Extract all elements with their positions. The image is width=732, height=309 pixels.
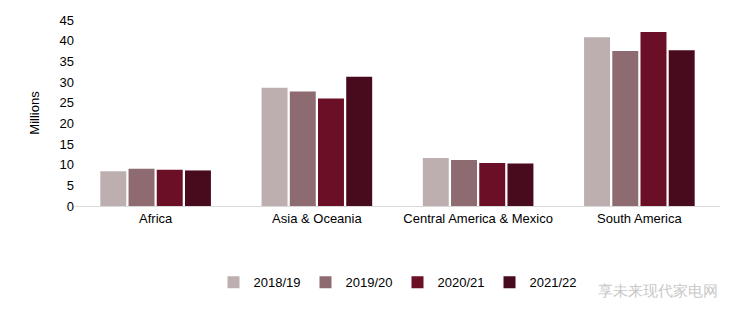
svg-text:10: 10 (60, 157, 74, 172)
svg-text:35: 35 (60, 54, 74, 69)
svg-text:2018/19: 2018/19 (254, 275, 301, 290)
svg-text:South America: South America (597, 211, 682, 226)
svg-text:Millions: Millions (27, 91, 42, 135)
svg-text:5: 5 (67, 178, 74, 193)
svg-text:2020/21: 2020/21 (438, 275, 485, 290)
svg-text:40: 40 (60, 33, 74, 48)
svg-text:45: 45 (60, 13, 74, 28)
svg-text:15: 15 (60, 137, 74, 152)
svg-text:Asia & Oceania: Asia & Oceania (272, 211, 362, 226)
svg-text:2021/22: 2021/22 (530, 275, 577, 290)
svg-text:20: 20 (60, 116, 74, 131)
svg-text:0: 0 (67, 199, 74, 214)
svg-text:Central America & Mexico: Central America & Mexico (403, 211, 553, 226)
svg-text:享未来现代家电网: 享未来现代家电网 (598, 282, 718, 299)
svg-text:25: 25 (60, 95, 74, 110)
svg-text:Africa: Africa (139, 211, 173, 226)
svg-text:2019/20: 2019/20 (346, 275, 393, 290)
svg-text:30: 30 (60, 75, 74, 90)
